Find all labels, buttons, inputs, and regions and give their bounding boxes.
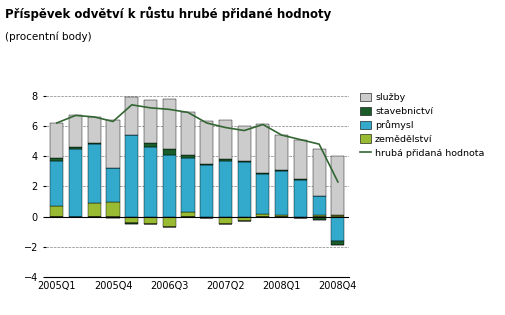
Bar <box>331 215 344 217</box>
Bar <box>237 162 250 217</box>
Bar <box>69 147 82 149</box>
Bar <box>181 112 194 155</box>
Text: (procentní body): (procentní body) <box>5 32 91 42</box>
Bar <box>237 126 250 161</box>
Bar <box>312 215 325 217</box>
Bar <box>50 158 63 161</box>
Bar <box>50 206 63 217</box>
Bar <box>275 135 288 170</box>
Bar <box>162 149 175 155</box>
Text: Příspěvek odvětví k růstu hrubé přidané hodnoty: Příspěvek odvětví k růstu hrubé přidané … <box>5 6 331 21</box>
Bar <box>181 158 194 212</box>
Bar <box>162 99 175 149</box>
Bar <box>181 155 194 158</box>
Bar <box>87 117 100 143</box>
Bar <box>87 203 100 217</box>
Bar <box>87 143 100 144</box>
Bar <box>331 217 344 241</box>
Bar <box>237 161 250 162</box>
Bar <box>331 241 344 245</box>
Bar <box>69 115 82 147</box>
Bar <box>106 168 119 202</box>
Bar <box>87 144 100 203</box>
Bar <box>50 161 63 206</box>
Bar <box>143 100 157 143</box>
Bar <box>219 217 232 224</box>
Bar <box>312 196 325 215</box>
Bar <box>106 120 119 168</box>
Bar <box>143 217 157 224</box>
Bar <box>256 175 269 214</box>
Bar <box>125 97 138 135</box>
Bar <box>69 149 82 217</box>
Bar <box>256 124 269 173</box>
Bar <box>200 164 213 165</box>
Bar <box>219 159 232 161</box>
Bar <box>200 122 213 164</box>
Bar <box>143 147 157 217</box>
Bar <box>256 173 269 175</box>
Bar <box>162 155 175 217</box>
Bar <box>275 171 288 215</box>
Bar <box>256 214 269 217</box>
Bar <box>275 170 288 171</box>
Bar <box>200 217 213 218</box>
Bar <box>125 223 138 224</box>
Bar <box>331 156 344 215</box>
Bar <box>106 217 119 218</box>
Bar <box>125 217 138 223</box>
Bar <box>275 215 288 217</box>
Bar <box>200 165 213 217</box>
Bar <box>237 217 250 221</box>
Legend: služby, stavebnictví, průmysl, zemědělství, hrubá přidaná hodnota: služby, stavebnictví, průmysl, zemědělst… <box>359 93 483 158</box>
Bar <box>106 202 119 217</box>
Bar <box>219 120 232 159</box>
Bar <box>143 143 157 147</box>
Bar <box>293 180 307 217</box>
Bar <box>293 140 307 179</box>
Bar <box>312 149 325 196</box>
Bar <box>219 161 232 217</box>
Bar <box>312 217 325 220</box>
Bar <box>293 217 307 218</box>
Bar <box>293 179 307 180</box>
Bar <box>162 217 175 227</box>
Bar <box>50 123 63 158</box>
Bar <box>125 135 138 217</box>
Bar <box>181 212 194 217</box>
